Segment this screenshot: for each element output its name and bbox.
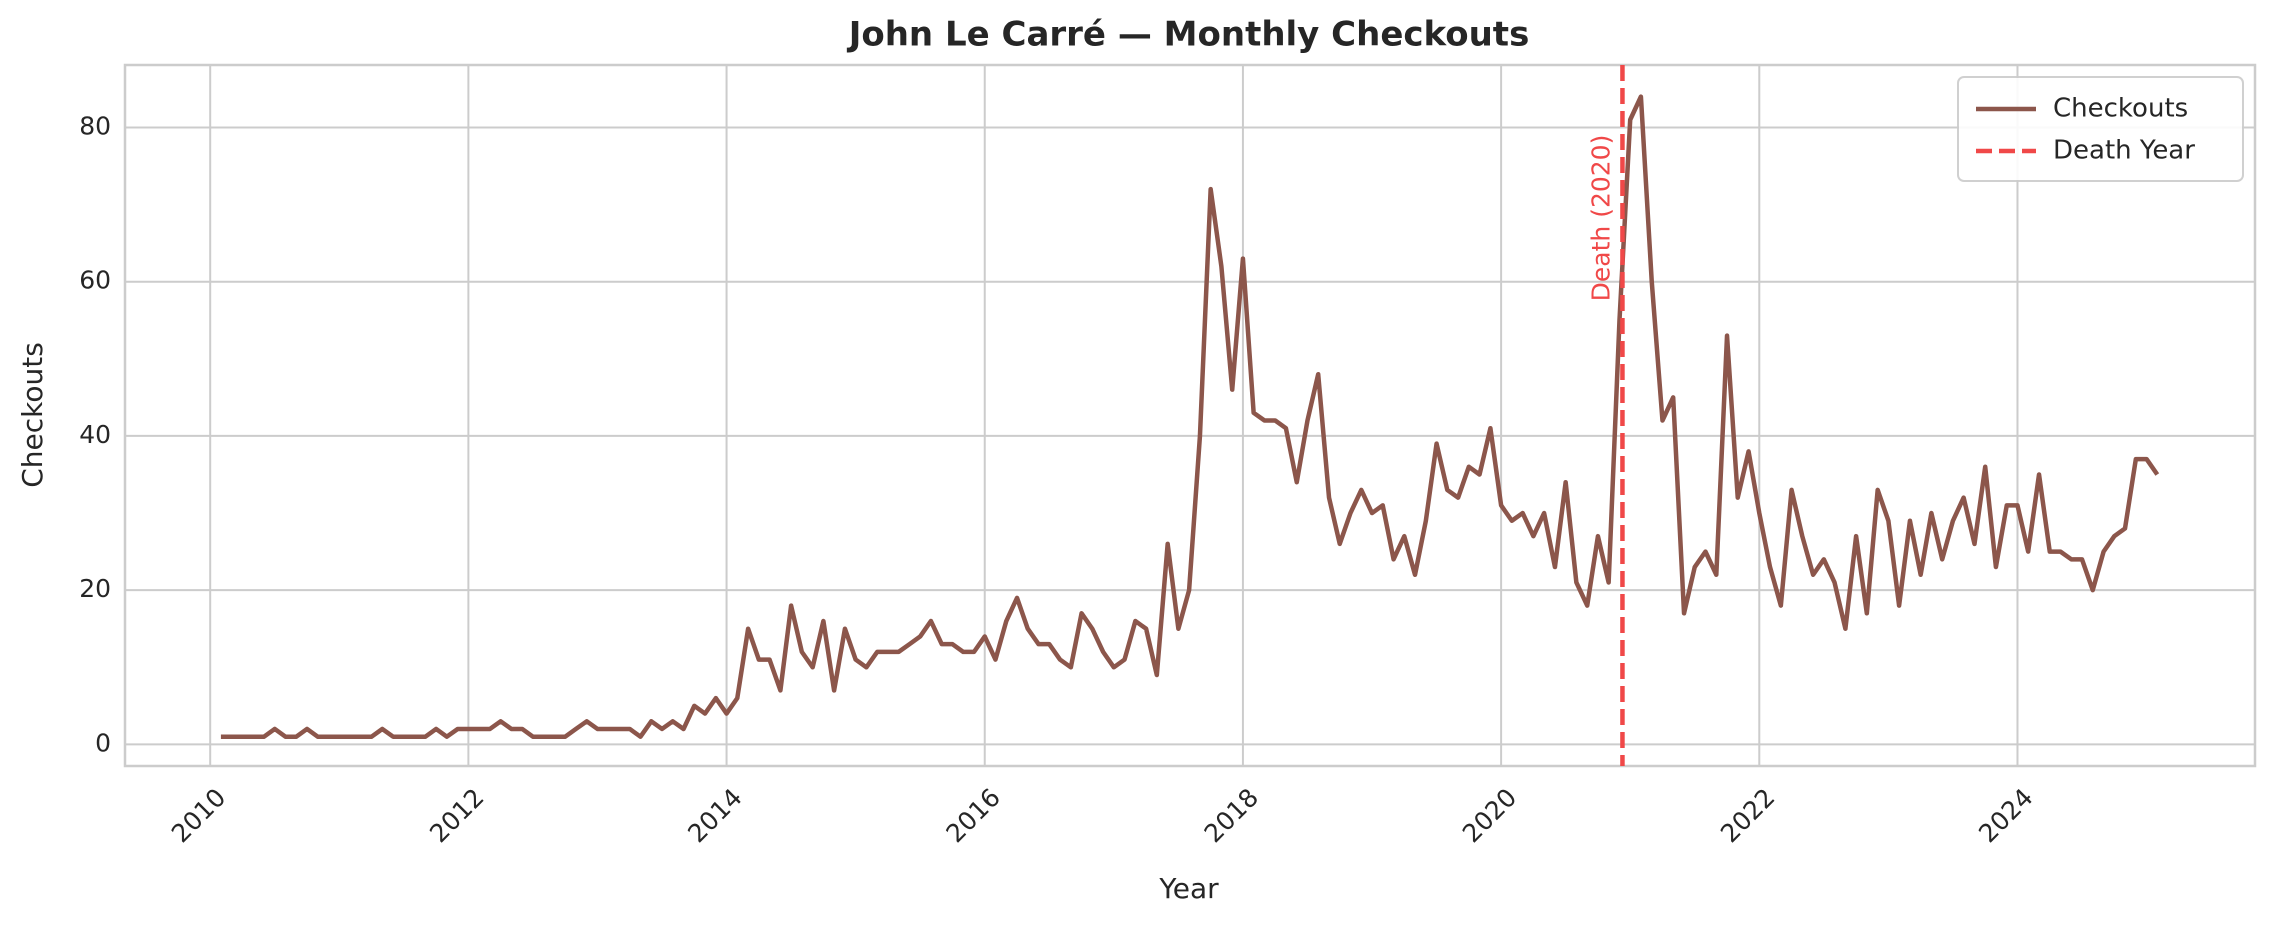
y-tick-label: 40 <box>79 420 111 449</box>
legend: Checkouts Death Year <box>1957 76 2244 182</box>
legend-label: Death Year <box>2053 136 2195 166</box>
line-series <box>220 94 2160 739</box>
y-tick-label: 80 <box>79 111 111 140</box>
x-tick-label: 2020 <box>1457 783 1522 848</box>
x-tick-label: 2024 <box>1973 783 2038 848</box>
x-tick-label: 2014 <box>682 783 747 848</box>
y-axis-label: Checkouts <box>16 342 49 488</box>
chart-title: John Le Carré — Monthly Checkouts <box>847 15 1530 55</box>
legend-label: Checkouts <box>2053 94 2188 124</box>
y-tick-label: 60 <box>79 266 111 295</box>
death-annotation: Death (2020) <box>1586 135 1615 302</box>
x-tick-label: 2022 <box>1715 783 1780 848</box>
x-axis-label: Year <box>1158 872 1219 905</box>
x-tick-label: 2016 <box>940 783 1005 848</box>
x-tick-label: 2010 <box>166 783 231 848</box>
plot-frame <box>123 63 2257 768</box>
legend-box <box>1957 76 2244 182</box>
y-tick-label: 0 <box>95 728 111 757</box>
x-tick-label: 2012 <box>424 783 489 848</box>
x-tick-label: 2018 <box>1199 783 1264 848</box>
y-tick-label: 20 <box>79 574 111 603</box>
